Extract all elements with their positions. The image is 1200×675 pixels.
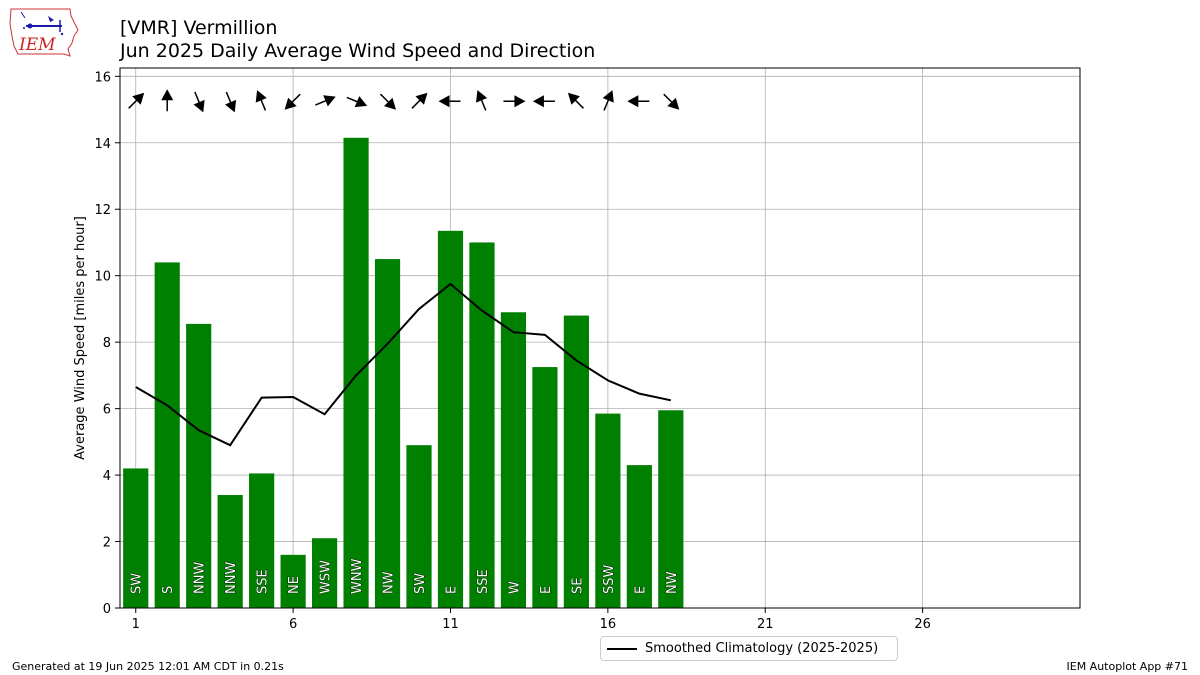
wind-arrow-day-9 bbox=[379, 93, 397, 110]
bar-day-11 bbox=[437, 230, 464, 609]
bars-layer bbox=[123, 137, 684, 609]
bar-day-18 bbox=[658, 410, 684, 608]
wind-arrow-day-5 bbox=[255, 90, 267, 111]
direction-label: E bbox=[539, 586, 554, 594]
legend-label: Smoothed Climatology (2025-2025) bbox=[645, 641, 879, 656]
direction-label: NNW bbox=[193, 562, 208, 594]
direction-label: WNW bbox=[350, 558, 365, 594]
plot-frame bbox=[119, 67, 1081, 609]
direction-label: NW bbox=[665, 571, 680, 594]
bar-day-17 bbox=[626, 465, 652, 608]
iem-logo: IEM bbox=[8, 6, 80, 58]
y-tick-label: 16 bbox=[94, 70, 111, 85]
x-tick-label: 16 bbox=[600, 617, 617, 632]
bar-day-5 bbox=[249, 473, 275, 608]
wind-arrow-day-14 bbox=[532, 95, 555, 108]
direction-label: SSE bbox=[256, 569, 271, 594]
bar-day-10 bbox=[406, 445, 432, 608]
y-tick-label: 12 bbox=[94, 203, 111, 218]
wind-arrow-day-8 bbox=[346, 96, 368, 108]
chart-title-description: Jun 2025 Daily Average Wind Speed and Di… bbox=[120, 40, 596, 62]
direction-label: WSW bbox=[319, 560, 334, 594]
y-tick-label: 14 bbox=[94, 137, 111, 152]
wind-arrow-day-16 bbox=[602, 90, 614, 111]
x-tick-label: 26 bbox=[914, 617, 931, 632]
wind-arrow-day-7 bbox=[315, 95, 336, 107]
wind-arrow-day-11 bbox=[438, 95, 461, 108]
wind-arrow-day-1 bbox=[128, 92, 145, 109]
direction-label: SW bbox=[130, 573, 145, 594]
y-tick-label: 8 bbox=[103, 336, 111, 351]
wind-arrow-day-4 bbox=[225, 91, 237, 113]
y-tick-label: 0 bbox=[103, 602, 111, 617]
footer-generated-text: Generated at 19 Jun 2025 12:01 AM CDT in… bbox=[12, 660, 284, 673]
bar-day-14 bbox=[532, 367, 558, 608]
wind-arrow-day-13 bbox=[503, 95, 526, 108]
bar-day-12 bbox=[469, 242, 495, 608]
direction-label: NE bbox=[287, 576, 302, 594]
wind-arrows-layer bbox=[128, 89, 680, 113]
bar-day-6 bbox=[280, 554, 306, 608]
wind-arrow-day-10 bbox=[411, 92, 428, 109]
direction-label: SE bbox=[570, 578, 585, 594]
y-tick-label: 6 bbox=[103, 403, 111, 418]
direction-label: NNW bbox=[224, 562, 239, 594]
y-axis-label: Average Wind Speed [miles per hour] bbox=[73, 216, 88, 460]
climatology-line-layer bbox=[135, 282, 672, 447]
wind-arrow-day-3 bbox=[193, 91, 205, 113]
bar-day-13 bbox=[500, 312, 527, 608]
direction-label: SW bbox=[413, 573, 428, 594]
grid-layer bbox=[120, 68, 1080, 609]
bar-day-15 bbox=[563, 315, 589, 608]
wind-arrow-day-15 bbox=[567, 92, 584, 109]
bar-day-7 bbox=[312, 538, 338, 608]
direction-label: SSW bbox=[602, 564, 617, 594]
bar-day-16 bbox=[595, 413, 621, 608]
x-tick-label: 1 bbox=[132, 617, 140, 632]
direction-label: NW bbox=[382, 571, 397, 594]
bar-day-9 bbox=[374, 259, 401, 608]
direction-label: E bbox=[444, 586, 459, 594]
x-tick-label: 21 bbox=[757, 617, 774, 632]
wind-arrow-day-2 bbox=[161, 89, 174, 112]
direction-label: E bbox=[633, 586, 648, 594]
legend: Smoothed Climatology (2025-2025) bbox=[600, 636, 898, 661]
bar-day-8 bbox=[343, 137, 369, 609]
bar-day-4 bbox=[217, 495, 243, 608]
wind-arrow-day-17 bbox=[627, 95, 650, 108]
iowa-state-icon: IEM bbox=[9, 8, 79, 57]
bar-day-3 bbox=[186, 323, 212, 608]
wind-arrow-day-12 bbox=[476, 90, 488, 111]
bar-day-2 bbox=[154, 262, 180, 608]
direction-label: S bbox=[161, 586, 176, 594]
climatology-line bbox=[135, 282, 672, 447]
y-tick-label: 2 bbox=[103, 536, 111, 551]
wind-arrow-day-18 bbox=[663, 93, 680, 110]
direction-label: SSE bbox=[476, 569, 491, 594]
legend-line-swatch bbox=[607, 648, 637, 650]
y-tick-label: 10 bbox=[94, 270, 111, 285]
y-tick-label: 4 bbox=[103, 469, 111, 484]
direction-labels-layer: SW S NNW NNW SSE NE WSW WNW NW SW E SSE W E SE SSW E NW bbox=[129, 558, 680, 594]
x-tick-label: 6 bbox=[289, 617, 297, 632]
bar-day-1 bbox=[123, 468, 149, 608]
x-tick-label: 11 bbox=[442, 617, 459, 632]
wind-arrow-day-6 bbox=[284, 93, 301, 110]
logo-text: IEM bbox=[18, 35, 56, 55]
footer-app-text: IEM Autoplot App #71 bbox=[1066, 660, 1189, 673]
direction-label: W bbox=[507, 581, 522, 594]
chart-title-station: [VMR] Vermillion bbox=[120, 17, 278, 39]
